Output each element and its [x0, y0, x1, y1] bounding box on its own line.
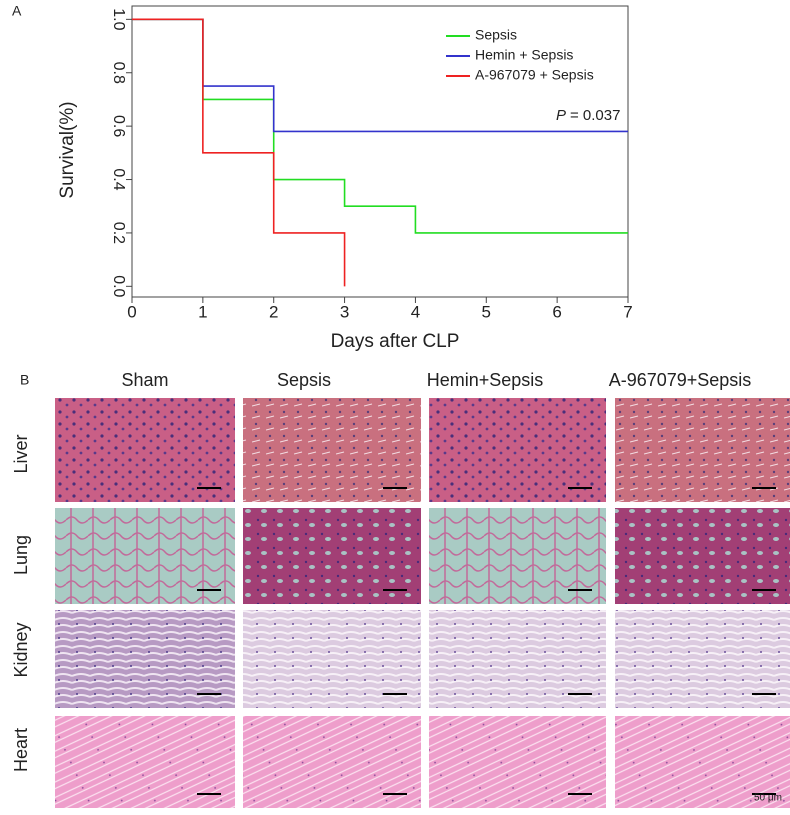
legend-label: A-967079 + Sepsis — [475, 67, 594, 83]
x-tick-label: 4 — [411, 302, 420, 321]
x-tick-label: 3 — [340, 302, 349, 321]
x-tick-label: 5 — [482, 302, 491, 321]
row-label: Lung — [11, 535, 31, 575]
panel-label: A — [12, 3, 22, 19]
scale-bar-label: 50 μm — [754, 793, 782, 804]
micrograph — [615, 508, 790, 604]
legend-label: Sepsis — [475, 27, 517, 43]
y-tick-label: 0.4 — [110, 168, 127, 190]
micrograph — [55, 610, 235, 708]
micrograph — [429, 610, 606, 708]
plot-frame — [131, 5, 629, 298]
y-tick-label: 0.0 — [110, 275, 127, 297]
y-tick-label: 0.8 — [110, 62, 127, 84]
p-value: = 0.037 — [570, 107, 620, 124]
micrograph — [55, 398, 235, 502]
column-header: Sham — [121, 370, 168, 390]
micrograph — [429, 398, 606, 502]
x-axis-title: Days after CLP — [331, 331, 460, 352]
x-tick-label: 0 — [127, 302, 136, 321]
x-tick-label: 2 — [269, 302, 278, 321]
y-axis-title: Survival(%) — [57, 101, 78, 198]
p-symbol: P — [556, 107, 566, 124]
x-tick-label: 7 — [623, 302, 632, 321]
x-tick-label: 6 — [552, 302, 561, 321]
y-tick-label: 0.6 — [110, 115, 127, 137]
x-tick-label: 1 — [198, 302, 207, 321]
column-header: A-967079+Sepsis — [609, 370, 752, 390]
micrograph — [55, 508, 235, 604]
row-label: Heart — [11, 728, 31, 772]
micrograph — [615, 716, 790, 808]
column-header: Sepsis — [277, 370, 331, 390]
panel-label: B — [20, 372, 29, 388]
legend-label: Hemin + Sepsis — [475, 47, 573, 63]
micrograph — [55, 716, 235, 808]
micrograph — [243, 508, 421, 604]
row-label: Kidney — [11, 622, 31, 677]
micrograph — [615, 398, 790, 502]
micrograph — [243, 716, 421, 808]
survival-chart: 0.0 0.2 0.4 0.6 0.8 1.0 0 1 2 3 4 5 6 7 Days after CLP… — [57, 5, 633, 352]
row-label: Liver — [11, 434, 31, 473]
y-tick-label: 0.2 — [110, 222, 127, 244]
micrograph — [243, 398, 421, 502]
micrograph — [429, 716, 606, 808]
micrograph — [429, 508, 606, 604]
column-header: Hemin+Sepsis — [427, 370, 544, 390]
y-tick-label: 1.0 — [110, 8, 127, 30]
histology-panel: B Sham Sepsis Hemin+Sepsis A-967079+Sepsis Li… — [11, 370, 790, 808]
micrograph — [615, 610, 790, 708]
survival-line — [132, 18, 346, 287]
micrograph — [243, 610, 421, 708]
